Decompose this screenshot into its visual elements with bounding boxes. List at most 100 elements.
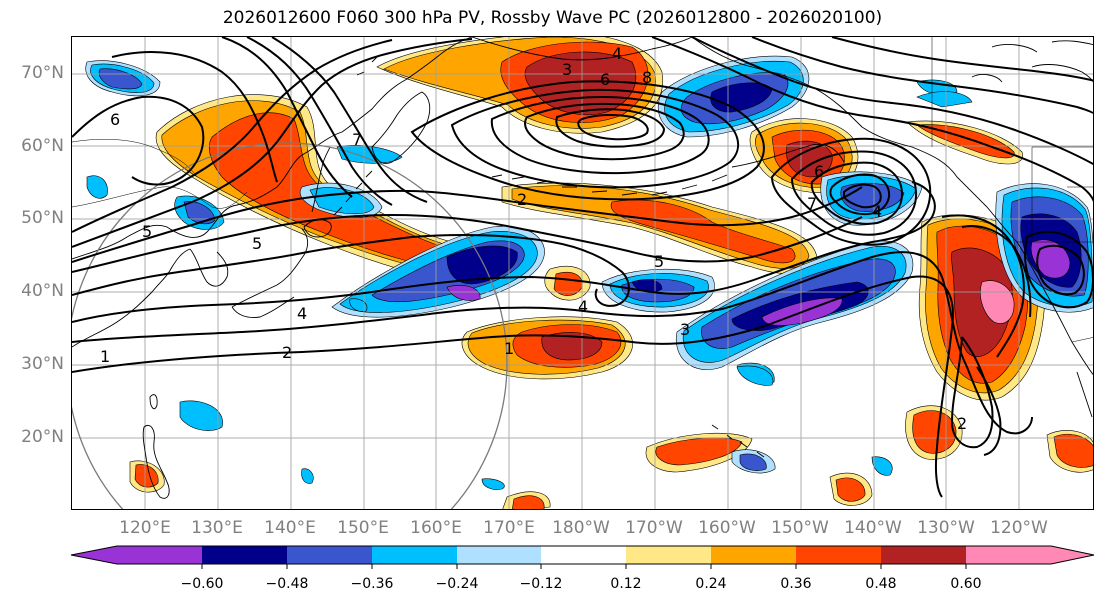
contour-labels: 1 2 3 4 5 6 7 8 1 2 3 4 6 6 7 4 2 5 4 5 [100, 44, 967, 433]
contour-pv-6 [72, 38, 473, 248]
contour-pv-5 [72, 213, 863, 273]
colorbar-tick-minus-0.60: −0.60 [180, 576, 224, 592]
coast-taiwan [149, 394, 158, 410]
lon-label-130w: 130°W [917, 518, 975, 538]
contour-label-6-gulf: 6 [814, 162, 824, 181]
colorbar-extend-min [71, 546, 117, 564]
colorbar-bin-gt-0.60 [966, 546, 1051, 564]
contour-pv-pnw-loop [1024, 231, 1093, 309]
contour-pv-gulf-low-4 [829, 173, 891, 216]
colorbar-bin-minus-0.24-to-minus-0.12 [457, 546, 541, 564]
colorbar-bin-minus-0.12-to-0.12 [541, 546, 626, 564]
colorbar-extend-max [1051, 546, 1094, 564]
lon-label-170e: 170°E [483, 518, 535, 538]
lon-label-180w: 180°W [552, 518, 610, 538]
coast-aleutians [491, 174, 728, 196]
contour-label-3-east: 3 [680, 320, 690, 339]
contour-pv-ridge-1 [111, 51, 278, 183]
contour-label-1-central: 1 [504, 339, 514, 358]
contour-pv-ridge-4 [271, 37, 428, 203]
colorbar-tick-0.36: 0.36 [780, 576, 812, 592]
contour-pv-ridge-2 [221, 37, 353, 198]
contour-pv-2 [72, 251, 1033, 435]
contour-pv-7 [72, 39, 393, 233]
contour-pv-6-west [72, 95, 205, 186]
pv-anomaly-fill [85, 37, 1093, 509]
graticule [72, 37, 1093, 509]
contour-pv-low-ring-3 [490, 95, 710, 175]
colorbar-bin-0.12-to-0.24 [626, 546, 711, 564]
contour-label-6-arctic: 6 [600, 70, 610, 89]
negative-anomaly-central-pacific [601, 268, 715, 313]
contour-label-2-central: 2 [517, 190, 527, 209]
lat-label-40n: 40°N [21, 281, 64, 301]
colorbar [70, 545, 1095, 569]
colorbar-bin-0.36-to-0.48 [796, 546, 881, 564]
great-circle-marker [72, 142, 508, 509]
contour-pv-low-center [410, 80, 765, 201]
contour-pv-ridge-3 [246, 37, 393, 206]
lon-label-130e: 130°E [191, 518, 243, 538]
contour-pv-5b [72, 186, 863, 263]
contour-pv-pnw-1 [941, 214, 1025, 358]
contour-pv-northeast-3 [751, 37, 1093, 115]
lat-label-70n: 70°N [21, 63, 64, 83]
contour-pv-northeast-2 [691, 37, 1093, 166]
colorbar-bins [71, 546, 1094, 564]
coast-philippines [142, 424, 170, 499]
contour-label-4-mid: 4 [578, 297, 588, 316]
contour-label-5-west: 5 [142, 222, 152, 241]
coast-asia-lower [72, 248, 191, 348]
colorbar-tick-0.60: 0.60 [950, 576, 982, 592]
contour-label-2-pnw: 2 [957, 414, 967, 433]
coast-kamchatka [371, 91, 431, 164]
negative-anomaly-tropics [179, 298, 893, 490]
colorbar-tick-0.48: 0.48 [865, 576, 897, 592]
contour-label-5-mid: 5 [654, 252, 664, 271]
contour-label-5-japan: 5 [252, 234, 262, 253]
lon-label-160e: 160°E [410, 518, 462, 538]
coast-sakhalin [311, 146, 331, 213]
contour-label-7-gulf: 7 [807, 194, 817, 213]
pv-contours [72, 37, 1093, 498]
coast-baja [1076, 371, 1093, 418]
contour-pv-1 [72, 275, 954, 498]
coast-arctic-siberia [471, 37, 693, 61]
lat-label-60n: 60°N [21, 136, 64, 156]
contour-pv-low-ring-4 [524, 102, 685, 161]
contour-label-7-north: 7 [352, 130, 362, 149]
colorbar-bin-minus-0.36-to-minus-0.24 [372, 546, 457, 564]
lon-label-140w: 140°W [844, 518, 902, 538]
colorbar-tick-0.12: 0.12 [610, 576, 642, 592]
border-mongolia [72, 139, 198, 178]
lon-label-150w: 150°W [771, 518, 829, 538]
contour-pv-gulf-low-2 [790, 150, 918, 236]
lon-label-160w: 160°W [698, 518, 756, 538]
contour-label-2-west: 2 [282, 343, 292, 362]
colorbar-tick-0.24: 0.24 [695, 576, 727, 592]
contour-pv-west-coast-trough-2 [976, 366, 1002, 456]
contour-label-4-pnw: 4 [872, 202, 882, 221]
contour-pv-gulf-low-5 [843, 183, 882, 209]
map-panel[interactable]: 1 2 3 4 5 6 7 8 1 2 3 4 6 6 7 4 2 5 4 5 [71, 36, 1094, 510]
coast-alaska [691, 37, 1018, 243]
contour-pv-gulf-low-3 [810, 161, 904, 225]
lat-label-20n: 20°N [21, 427, 64, 447]
coast-alaska-peninsula [731, 143, 845, 168]
contour-label-6-west: 6 [110, 110, 120, 129]
contour-label-4-west: 4 [297, 304, 307, 323]
colorbar-outline [70, 545, 1095, 565]
positive-anomaly-tropics [129, 430, 1093, 509]
contour-label-3-arctic: 3 [562, 60, 572, 79]
colorbar-tick-marks [201, 564, 967, 569]
contour-label-4-arctic: 4 [612, 44, 622, 63]
colorbar-bin-minus-0.60-to-minus-0.48 [202, 546, 287, 564]
map-title: 2026012600 F060 300 hPa PV, Rossby Wave … [222, 8, 883, 28]
colorbar-tick-minus-0.24: −0.24 [435, 576, 479, 592]
lon-label-140e: 140°E [264, 518, 316, 538]
contour-pv-pnw-loop-inner [1036, 244, 1085, 296]
colorbar-tick-minus-0.48: −0.48 [265, 576, 309, 592]
contour-pv-low-ring-5 [555, 108, 666, 148]
coast-kurils [333, 170, 373, 216]
colorbar-bin-0.48-to-0.60 [881, 546, 966, 564]
